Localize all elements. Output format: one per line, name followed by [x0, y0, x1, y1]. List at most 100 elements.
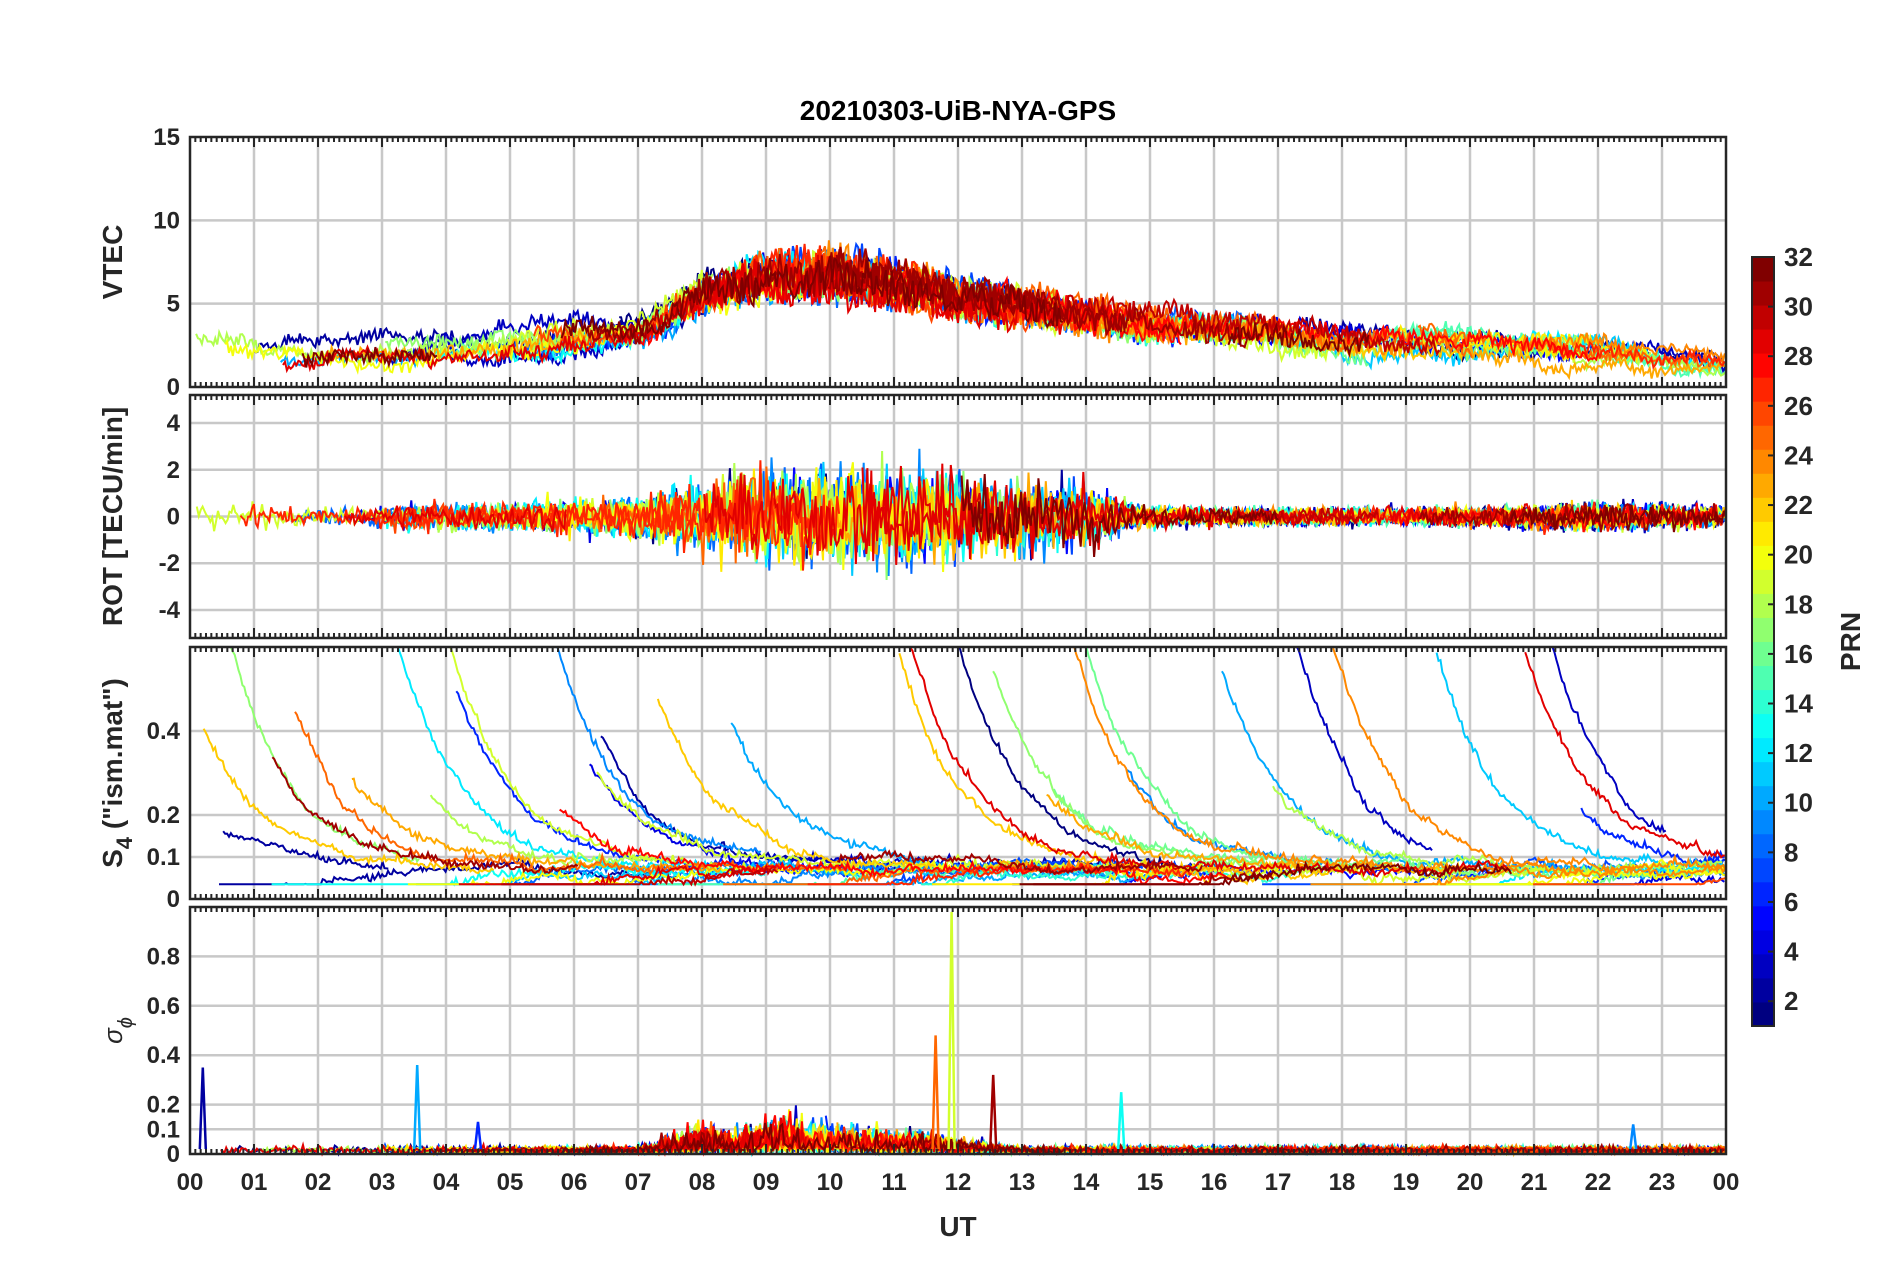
x-tick-label: 07	[625, 1169, 652, 1196]
x-tick-label: 22	[1585, 1169, 1612, 1196]
prn-line	[656, 698, 935, 870]
x-tick-label: 09	[753, 1169, 780, 1196]
panel-sigma_phi: 00.10.2 0.4 0.6 0.8 σϕ	[98, 905, 1728, 1168]
prn-line	[1227, 321, 1370, 358]
colorbar-tick-label: 28	[1784, 341, 1813, 371]
colorbar-swatch	[1752, 257, 1774, 282]
colorbar-swatch	[1752, 425, 1774, 450]
spike	[1116, 1092, 1126, 1150]
colorbar-swatch	[1752, 305, 1774, 330]
x-tick-label: 14	[1073, 1169, 1100, 1196]
ticks-s4	[189, 647, 1727, 899]
colorbar-swatch	[1752, 545, 1774, 570]
y-label-main: σ	[98, 1027, 128, 1044]
colorbar-swatch	[1752, 761, 1774, 787]
ticks-sigma_phi	[189, 907, 1727, 1154]
y-tick-label: 0	[167, 886, 180, 913]
y-label-main: S	[97, 849, 128, 868]
y-tick-label: 0	[167, 504, 180, 531]
colorbar-swatch	[1752, 449, 1774, 474]
prn-line	[560, 255, 1064, 341]
colorbar-swatch	[1752, 713, 1774, 739]
y-tick-label: 0.8	[147, 943, 180, 970]
colorbar-tick-label: 4	[1784, 937, 1799, 967]
y-tick-label: 0.2	[147, 802, 180, 829]
prn-line	[282, 279, 722, 374]
colorbar-swatch	[1752, 785, 1774, 811]
x-tick-label: 13	[1009, 1169, 1036, 1196]
x-tick-label: 21	[1521, 1169, 1548, 1196]
colorbar-swatch	[1752, 281, 1774, 306]
y-label-suffix: ("ism.mat")	[97, 678, 128, 837]
colorbar-swatch	[1752, 497, 1774, 522]
colorbar-tick-label: 10	[1784, 788, 1813, 818]
spike	[198, 1067, 208, 1150]
y-tick-label: 15	[153, 124, 180, 151]
spike	[412, 1065, 422, 1150]
prn-line	[501, 863, 779, 887]
colorbar-tick-label: 20	[1784, 540, 1813, 570]
y-tick-label: 5	[167, 291, 180, 318]
y-tick-label: 0.1	[147, 1116, 180, 1143]
y-axis-label-vtec: VTEC	[97, 225, 128, 300]
chart-title: 20210303-UiB-NYA-GPS	[800, 95, 1116, 126]
colorbar-swatch	[1752, 401, 1774, 426]
y-tick-label: 0.2	[147, 1092, 180, 1119]
colorbar-tick-label: 8	[1784, 837, 1798, 867]
grid-sigma_phi	[190, 907, 1726, 1154]
colorbar-swatch	[1752, 881, 1774, 907]
y-label-subscript: ϕ	[115, 1017, 137, 1028]
prn-line	[1537, 646, 1667, 834]
series-vtec	[195, 240, 1727, 381]
colorbar-tick-label: 26	[1784, 391, 1813, 421]
prn-line	[1212, 507, 1379, 527]
x-tick-label: 03	[369, 1169, 396, 1196]
colorbar-tick-label: 2	[1784, 986, 1798, 1016]
prn-line	[1524, 651, 1725, 859]
x-tick-label: 11	[881, 1169, 906, 1196]
prn-line	[222, 830, 389, 871]
prn-line	[1533, 877, 1726, 886]
colorbar-swatch	[1752, 473, 1774, 498]
prn-line	[837, 849, 1204, 876]
prn-line	[1509, 504, 1727, 533]
x-tick-label: 01	[241, 1169, 268, 1196]
y-tick-label: 10	[153, 207, 180, 234]
x-tick-label: 12	[945, 1169, 972, 1196]
x-axis-label: UT	[939, 1211, 976, 1242]
y-tick-label: 0.1	[147, 844, 180, 871]
colorbar-swatch	[1752, 617, 1774, 642]
y-axis-label-rot: ROT [TECU/min]	[97, 407, 128, 626]
colorbar-label: PRN	[1835, 612, 1866, 671]
colorbar-tick-label: 30	[1784, 292, 1813, 322]
colorbar-tick-label: 14	[1784, 689, 1813, 719]
y-axis-label-s4: S4 ("ism.mat")	[97, 678, 137, 868]
colorbar-swatch	[1752, 641, 1774, 667]
x-tick-label: 06	[561, 1169, 588, 1196]
prn-line	[1464, 345, 1726, 381]
prn-line	[1418, 502, 1727, 533]
prn-line	[559, 808, 1231, 887]
spike	[988, 1074, 998, 1150]
spike	[947, 911, 956, 1150]
y-tick-label: -2	[159, 550, 180, 577]
x-tick-label: 18	[1329, 1169, 1356, 1196]
colorbar-swatch	[1752, 737, 1774, 763]
panel-s4: 0 0.1 0.2 0.4 S4 ("ism.mat")	[97, 645, 1728, 913]
colorbar-swatch	[1752, 569, 1774, 594]
x-tick-label: 08	[689, 1169, 716, 1196]
x-tick-label: 20	[1457, 1169, 1484, 1196]
prn-line	[202, 728, 495, 875]
prn-line	[1580, 807, 1726, 869]
y-tick-label: 0	[167, 1141, 180, 1168]
prn-line	[556, 646, 762, 855]
y-tick-label: 4	[167, 410, 181, 437]
colorbar-tick-label: 6	[1784, 887, 1798, 917]
colorbar-swatch	[1752, 353, 1774, 378]
colorbar-swatch	[1752, 833, 1774, 859]
prn-line	[960, 473, 1279, 557]
x-tick-label: 16	[1201, 1169, 1228, 1196]
prn-line	[596, 771, 1192, 873]
series-rot	[195, 448, 1727, 581]
